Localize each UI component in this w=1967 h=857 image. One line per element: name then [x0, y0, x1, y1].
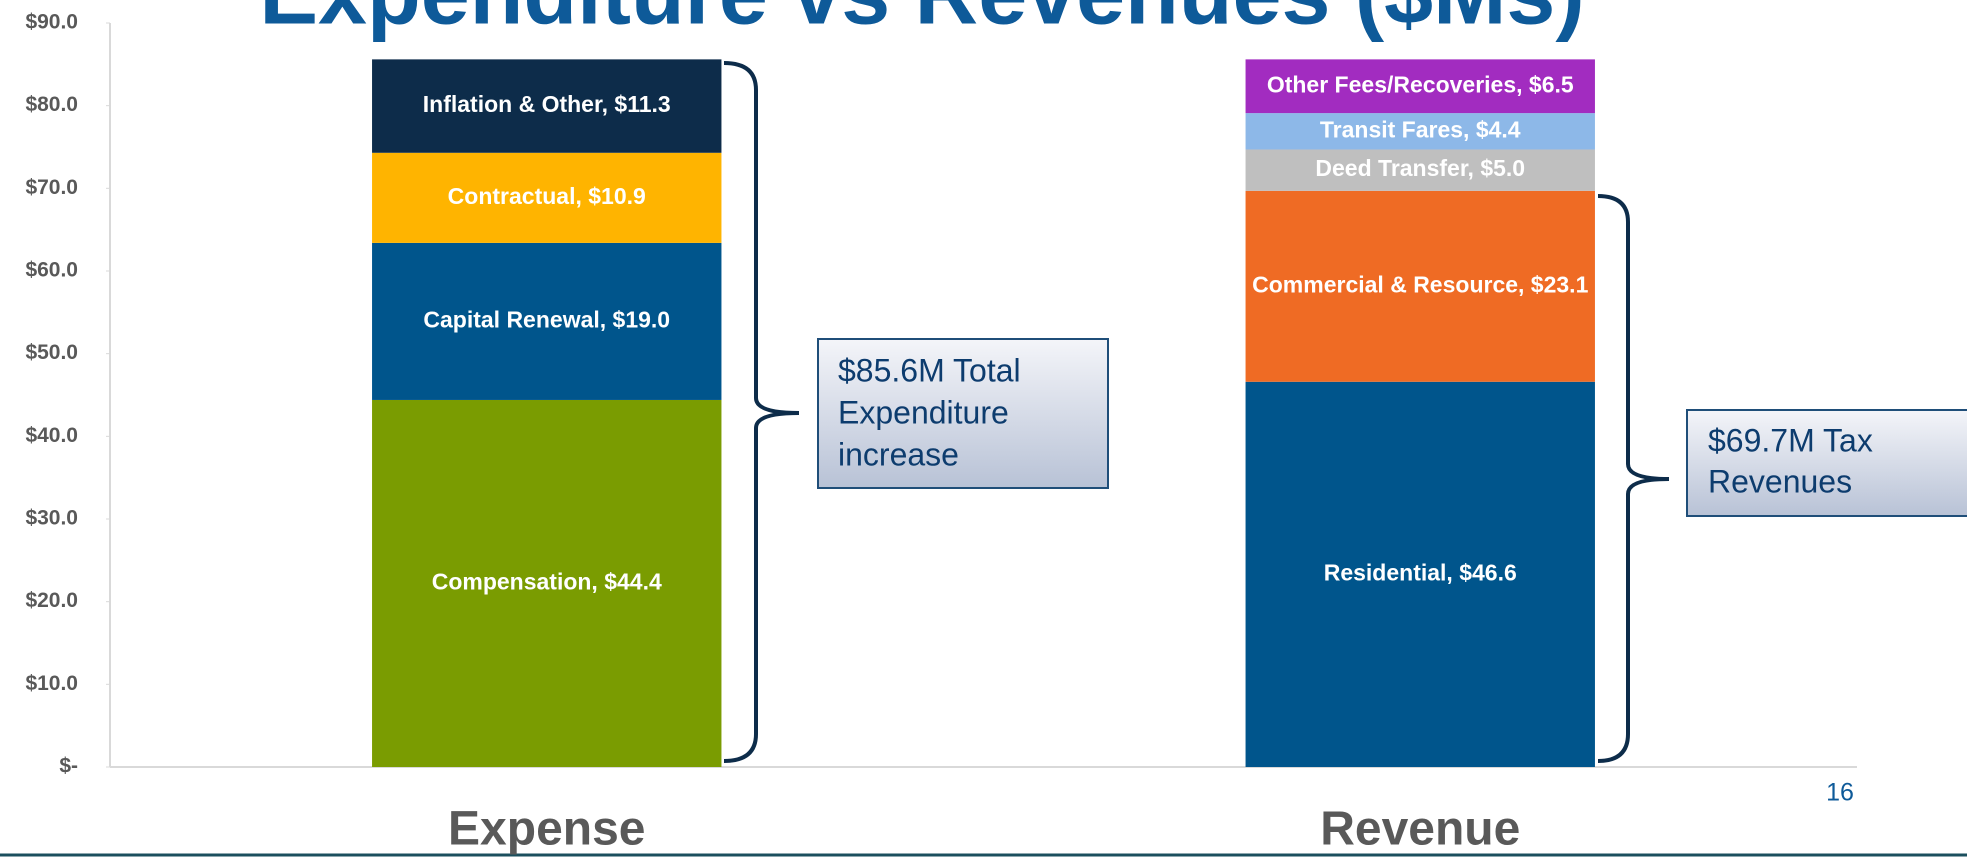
y-tick-label: $50.0	[25, 341, 78, 364]
x-tick-label: Revenue	[1320, 803, 1520, 856]
x-tick-label: Expense	[448, 803, 645, 856]
y-tick-label: $70.0	[25, 176, 78, 199]
page-number: 16	[1826, 779, 1854, 807]
annotation: Revenues	[1708, 463, 1852, 499]
bar-segment	[1245, 149, 1595, 191]
bar-segment	[372, 152, 722, 243]
data-label: Residential, $46.6	[1324, 559, 1517, 585]
y-tick-label: $40.0	[25, 424, 78, 447]
data-label: Transit Fares, $4.4	[1320, 116, 1521, 142]
annotation: $85.6M Total	[838, 352, 1021, 388]
data-label: Inflation & Other, $11.3	[423, 91, 671, 117]
y-tick-label: $60.0	[25, 259, 78, 282]
data-label: Other Fees/Recoveries, $6.5	[1267, 71, 1574, 97]
brace	[723, 61, 800, 763]
data-label: Commercial & Resource, $23.1	[1252, 271, 1588, 297]
annotation: increase	[838, 436, 959, 472]
bar-segment	[372, 242, 722, 400]
brace	[1597, 194, 1670, 763]
data-label: Compensation, $44.4	[432, 569, 662, 595]
y-tick-label: $-	[59, 755, 78, 778]
bar-segment	[1245, 113, 1595, 150]
data-label: Deed Transfer, $5.0	[1315, 155, 1525, 181]
bar-segment	[1245, 190, 1595, 382]
bar-segment	[372, 399, 722, 767]
y-tick-label: $90.0	[25, 11, 78, 34]
y-tick-label: $10.0	[25, 672, 78, 695]
bar-segment	[1245, 59, 1595, 114]
annotation: $69.7M Tax	[1708, 422, 1873, 458]
data-label: Contractual, $10.9	[448, 183, 646, 209]
y-tick-label: $80.0	[25, 93, 78, 116]
chart-title: Expenditure vs Revenues ($Ms)	[259, 0, 1584, 42]
annotation-box	[817, 338, 1109, 489]
bar-segment	[372, 59, 722, 153]
data-label: Capital Renewal, $19.0	[423, 307, 670, 333]
annotation: Expenditure	[838, 394, 1009, 430]
annotation-box	[1686, 409, 1967, 517]
y-tick-label: $20.0	[25, 589, 78, 612]
bar-segment	[1245, 381, 1595, 767]
y-tick-label: $30.0	[25, 507, 78, 530]
